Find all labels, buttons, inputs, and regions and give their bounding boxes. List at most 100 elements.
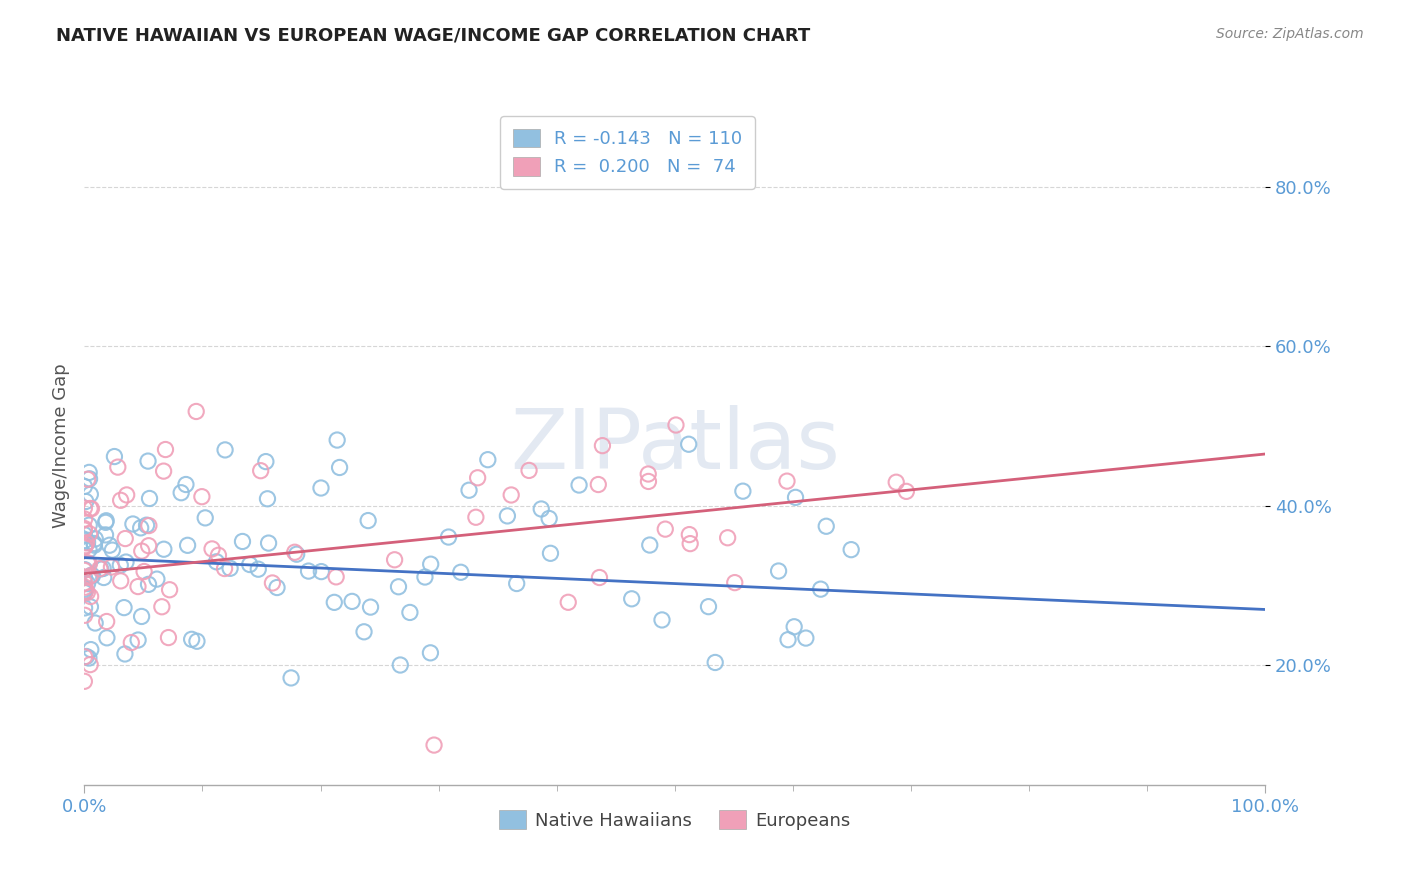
Point — [679, 536, 702, 550]
Point — [568, 478, 591, 492]
Point — [256, 491, 278, 506]
Point — [77, 542, 100, 557]
Point — [76, 576, 98, 591]
Point — [201, 541, 224, 556]
Point — [638, 538, 661, 552]
Point — [413, 570, 436, 584]
Point — [309, 481, 332, 495]
Point — [588, 477, 610, 491]
Point — [262, 576, 284, 591]
Point — [437, 530, 460, 544]
Point — [73, 580, 96, 594]
Point — [329, 460, 352, 475]
Point — [73, 583, 96, 598]
Point — [79, 472, 101, 486]
Point — [768, 564, 790, 578]
Point — [205, 555, 228, 569]
Point — [353, 624, 375, 639]
Point — [129, 521, 152, 535]
Point — [82, 569, 104, 583]
Point — [247, 562, 270, 576]
Point — [776, 474, 799, 488]
Point — [80, 642, 103, 657]
Point — [724, 575, 747, 590]
Point — [239, 558, 262, 572]
Point — [83, 536, 105, 550]
Point — [79, 657, 101, 672]
Point — [79, 526, 101, 541]
Point — [76, 536, 98, 550]
Point — [76, 472, 98, 486]
Point — [112, 600, 135, 615]
Legend: Native Hawaiians, Europeans: Native Hawaiians, Europeans — [492, 803, 858, 837]
Text: Source: ZipAtlas.com: Source: ZipAtlas.com — [1216, 27, 1364, 41]
Point — [186, 634, 208, 648]
Point — [678, 527, 700, 541]
Point — [214, 442, 236, 457]
Point — [146, 572, 169, 586]
Point — [152, 464, 174, 478]
Point — [73, 649, 96, 664]
Point — [257, 536, 280, 550]
Point — [423, 738, 446, 752]
Point — [73, 521, 96, 535]
Point — [110, 493, 132, 508]
Point — [135, 518, 157, 533]
Point — [214, 561, 236, 575]
Point — [73, 563, 96, 577]
Point — [284, 545, 307, 559]
Point — [325, 570, 347, 584]
Y-axis label: Wage/Income Gap: Wage/Income Gap — [52, 364, 70, 528]
Point — [419, 646, 441, 660]
Point — [591, 439, 613, 453]
Point — [132, 565, 155, 579]
Point — [651, 613, 673, 627]
Point — [174, 477, 197, 491]
Point — [505, 576, 527, 591]
Point — [73, 479, 96, 493]
Point — [150, 599, 173, 614]
Point — [101, 543, 124, 558]
Point — [127, 633, 149, 648]
Point — [458, 483, 481, 498]
Point — [122, 516, 145, 531]
Point — [84, 532, 107, 546]
Point — [73, 523, 96, 537]
Point — [530, 502, 553, 516]
Point — [79, 569, 101, 583]
Point — [517, 463, 540, 477]
Point — [96, 615, 118, 629]
Point — [340, 594, 363, 608]
Point — [103, 450, 125, 464]
Point — [323, 595, 346, 609]
Point — [384, 553, 406, 567]
Point — [467, 471, 489, 485]
Point — [114, 532, 136, 546]
Point — [249, 464, 271, 478]
Point — [697, 599, 720, 614]
Point — [115, 555, 138, 569]
Point — [120, 635, 142, 649]
Point — [231, 534, 253, 549]
Point — [138, 491, 160, 506]
Point — [665, 417, 688, 432]
Point — [153, 542, 176, 557]
Point — [477, 452, 499, 467]
Point — [80, 501, 103, 516]
Point — [896, 484, 918, 499]
Point — [450, 566, 472, 580]
Point — [76, 556, 98, 570]
Point — [79, 590, 101, 604]
Point — [115, 488, 138, 502]
Point — [75, 539, 97, 553]
Point — [75, 649, 97, 664]
Point — [73, 576, 96, 591]
Point — [389, 658, 412, 673]
Point — [285, 547, 308, 561]
Point — [90, 562, 112, 576]
Point — [75, 494, 97, 508]
Point — [326, 433, 349, 447]
Point — [297, 564, 319, 578]
Point — [75, 584, 97, 599]
Point — [96, 631, 118, 645]
